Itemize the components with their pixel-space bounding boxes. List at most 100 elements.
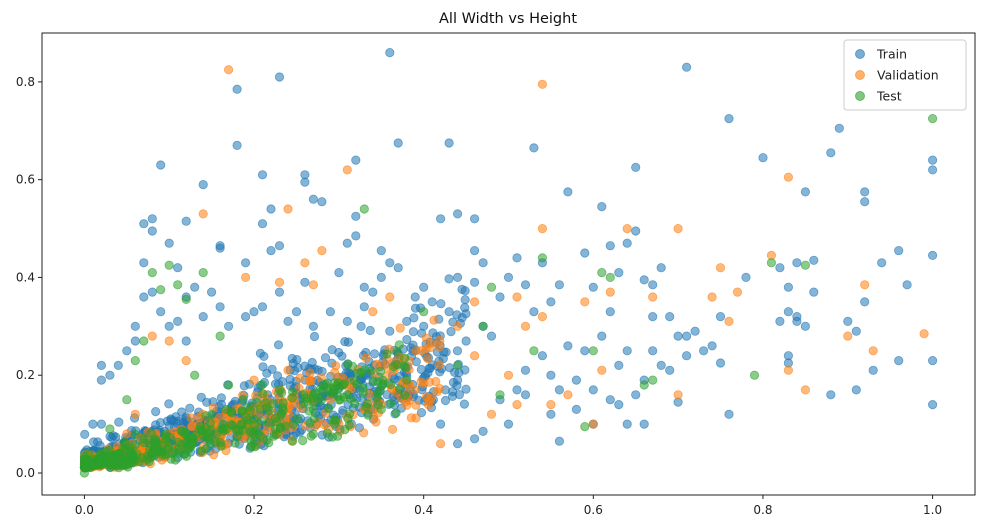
x-tick-label: 0.0 [75,503,94,517]
data-point [345,394,355,404]
data-point [537,79,548,89]
data-point [85,458,95,468]
data-point [520,390,531,400]
data-point [237,419,247,429]
data-point [204,429,214,439]
data-point [80,429,90,439]
data-point [622,419,632,429]
data-point [435,439,446,449]
data-point [139,219,149,229]
data-point [114,457,125,468]
data-point [327,432,337,442]
data-point [160,449,170,459]
data-point [927,250,938,260]
data-point [427,297,437,307]
data-point [295,373,305,383]
data-point [546,409,556,419]
data-point [419,379,429,389]
data-point [631,162,641,172]
data-point [614,360,624,370]
data-point [325,307,335,317]
data-point [224,380,234,390]
y-tick-label: 0.4 [16,270,35,284]
data-point [681,351,692,361]
data-point [605,272,615,282]
legend-label: Train [876,47,907,62]
data-point [571,375,582,385]
data-point [444,274,454,284]
data-point [130,336,140,346]
data-point [139,292,149,302]
data-point [156,160,166,170]
data-point [274,287,285,297]
data-point [429,315,439,325]
data-point [826,148,836,158]
data-point [160,431,170,441]
data-point [221,404,231,415]
data-point [431,376,441,387]
data-point [434,360,444,370]
data-point [775,263,785,273]
data-point [146,428,156,438]
data-point [656,263,666,273]
data-point [304,406,314,416]
data-point [356,321,366,331]
legend-item-test: Test [855,89,902,104]
data-point [343,359,353,369]
data-point [173,280,183,290]
data-point [395,323,405,333]
data-point [495,292,505,302]
data-point [352,379,362,389]
data-point [546,399,556,410]
data-point [111,432,121,442]
data-point [201,411,211,421]
data-point [340,424,350,435]
data-point [113,360,123,370]
data-point [215,243,225,253]
data-point [452,346,463,356]
series-test [79,114,938,478]
data-point [724,316,734,326]
data-point [423,354,433,364]
data-point [597,365,607,375]
data-point [622,238,632,248]
data-point [251,397,262,407]
data-point [724,409,734,419]
data-point [95,455,105,465]
data-point [512,385,522,395]
data-point [520,365,531,375]
data-point [792,316,802,326]
data-point [402,375,412,385]
data-point [563,341,573,351]
data-point [631,226,641,236]
data-point [241,272,251,282]
data-point [537,253,548,263]
data-point [283,204,293,214]
data-point [124,459,134,469]
data-point [715,311,726,322]
data-point [122,429,132,439]
data-point [215,302,225,312]
data-point [402,316,412,326]
data-point [147,287,157,297]
data-point [287,393,297,403]
points-layer [79,47,938,478]
data-point [196,446,207,456]
data-point [715,358,726,368]
data-point [164,260,174,270]
data-point [339,378,350,388]
data-point [758,153,768,163]
data-point [277,376,287,387]
data-point [426,338,437,348]
data-point [324,387,334,397]
data-point [385,47,395,58]
data-point [537,351,548,361]
data-point [698,346,709,356]
data-point [300,393,311,403]
data-point [605,395,615,405]
data-point [421,344,431,354]
data-point [391,408,401,418]
data-point [495,390,505,400]
data-point [256,416,266,426]
